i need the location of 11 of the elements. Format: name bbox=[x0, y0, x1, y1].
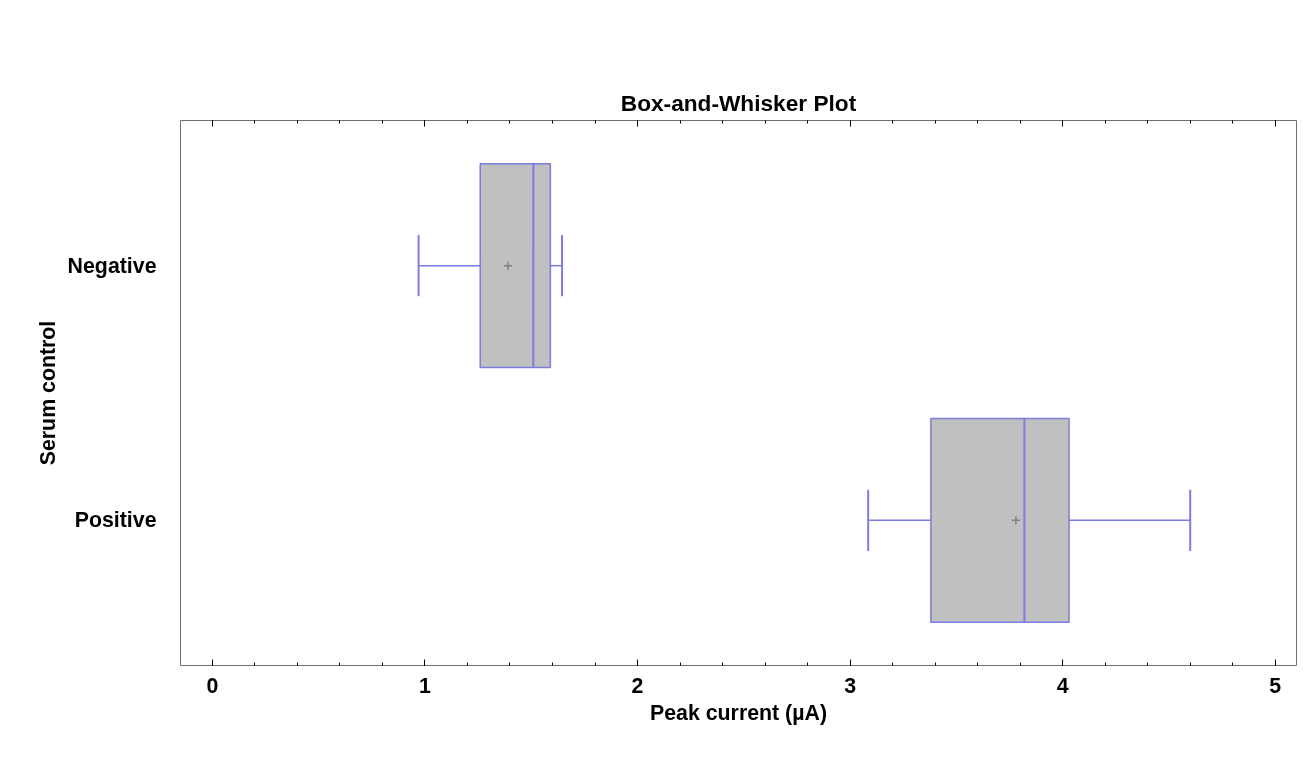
y-tick-label: Positive bbox=[74, 508, 157, 533]
chart-title: Box-and-Whisker Plot bbox=[620, 89, 857, 116]
y-tick-label: Negative bbox=[67, 253, 157, 278]
x-tick-label: 4 bbox=[1056, 673, 1069, 698]
x-tick-label: 1 bbox=[419, 673, 432, 698]
x-tick-label: 2 bbox=[631, 673, 644, 698]
x-tick-label: 0 bbox=[206, 673, 219, 698]
x-tick-label: 5 bbox=[1269, 673, 1282, 698]
x-tick-label: 3 bbox=[844, 673, 857, 698]
y-axis-title: Serum control bbox=[35, 320, 60, 466]
x-axis-title: Peak current (µA) bbox=[649, 700, 828, 725]
